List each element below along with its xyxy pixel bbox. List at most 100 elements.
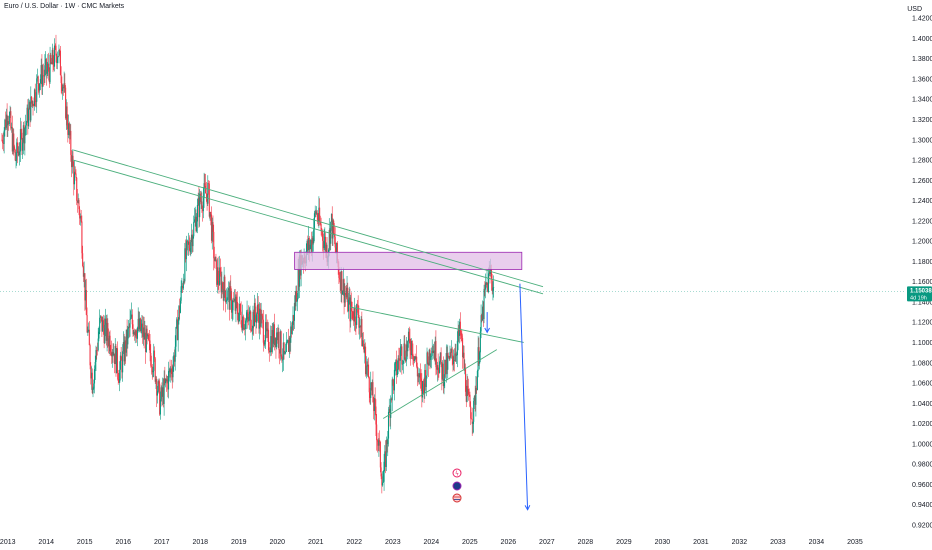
candle-body (476, 370, 478, 391)
candle-body (410, 340, 413, 356)
candle-body (319, 221, 321, 225)
candle-body (427, 352, 429, 363)
candle-body (423, 383, 425, 394)
candle-body (452, 356, 454, 365)
event-icons[interactable]: ϟ (452, 468, 462, 503)
candle-body (422, 381, 424, 384)
candle-body (393, 369, 395, 391)
candle-body (290, 326, 292, 343)
candle-body (179, 300, 181, 313)
candle-body (118, 379, 120, 383)
candle-body (86, 315, 88, 333)
candle-body (433, 350, 435, 354)
candle-body (325, 244, 327, 252)
candle-body (486, 282, 488, 285)
candle-body (68, 123, 70, 136)
candle-body (404, 357, 407, 362)
candle-body (472, 421, 474, 424)
candle-body (159, 383, 161, 415)
candle-body (73, 165, 75, 185)
candle-body (336, 242, 338, 254)
candle-body (103, 328, 105, 343)
candle-body (2, 140, 4, 144)
candle-body (250, 311, 252, 331)
candle-body (279, 349, 281, 354)
candle-body (19, 129, 21, 152)
candle-body (473, 400, 475, 422)
candle-body (72, 155, 74, 166)
candle-body (453, 360, 455, 361)
candle-body (419, 373, 421, 379)
candle-body (26, 107, 28, 123)
candle-body (459, 321, 461, 334)
candle-body (368, 377, 370, 393)
candle-body (146, 328, 148, 337)
candle-body (7, 121, 9, 126)
candle-body (321, 231, 323, 232)
candle-body (168, 369, 170, 372)
candle-body (396, 368, 398, 376)
candle-body (210, 211, 212, 215)
candle-body (267, 328, 269, 331)
candle-body (22, 142, 24, 151)
candle-body (150, 365, 153, 367)
candle-body (191, 234, 193, 247)
candle-body (113, 353, 115, 356)
candle-body (375, 406, 377, 425)
candle-body (202, 197, 204, 212)
candle-body (110, 352, 113, 357)
x-tick-label: 2027 (539, 539, 555, 546)
candle-body (108, 338, 110, 347)
candle-body (436, 365, 438, 370)
candle-body (36, 76, 39, 79)
candle-body (203, 183, 205, 198)
price-axis[interactable]: 1.42000 1.40000 1.38000 1.36000 1.34000 1.320… (912, 16, 932, 530)
candle-body (464, 367, 467, 392)
candle-body (24, 128, 26, 144)
x-tick-label: 2018 (192, 539, 208, 546)
candle-body (215, 256, 217, 260)
candle-body (50, 61, 53, 65)
candle-body (262, 319, 264, 343)
candle-body (442, 363, 444, 380)
candle-body (168, 371, 170, 390)
candle-body (489, 271, 491, 274)
candle-body (33, 89, 36, 106)
candle-body (462, 338, 464, 358)
candle-body (352, 311, 354, 319)
x-tick-label: 2025 (462, 539, 478, 546)
candle-body (309, 244, 311, 250)
candle-body (270, 336, 273, 352)
candle-body (134, 330, 136, 335)
candle-body (470, 418, 473, 420)
candle-body (184, 248, 186, 282)
candle-body (345, 295, 347, 298)
candle-body (11, 126, 13, 152)
candle-body (284, 353, 286, 354)
candle-body (270, 336, 272, 352)
candle-body (199, 193, 201, 218)
y-tick-label: 1.36000 (912, 76, 932, 83)
candle-body (330, 213, 333, 222)
candle-body (95, 350, 97, 362)
y-tick-label: 1.28000 (912, 158, 932, 165)
candle-body (247, 312, 249, 317)
candle-body (196, 204, 198, 222)
candle-body (293, 302, 296, 321)
candle-body (228, 288, 230, 310)
candle-body (75, 173, 77, 178)
candle-body (406, 344, 408, 352)
candle-body (84, 273, 86, 301)
flash-event-icon (452, 468, 462, 478)
candle-body (471, 418, 473, 424)
candle-body (371, 382, 373, 391)
candle-body (85, 289, 87, 301)
candle-body (478, 347, 480, 364)
candle-body (187, 240, 189, 245)
candle-body (27, 107, 29, 127)
candle-body (210, 214, 213, 241)
time-axis[interactable]: 2013 2014 2015 2016 2017 2018 2019 2020 2021 2022… (0, 539, 863, 546)
candle-body (227, 290, 229, 300)
